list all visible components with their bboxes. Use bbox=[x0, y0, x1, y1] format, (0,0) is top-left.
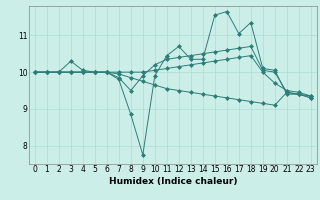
X-axis label: Humidex (Indice chaleur): Humidex (Indice chaleur) bbox=[108, 177, 237, 186]
